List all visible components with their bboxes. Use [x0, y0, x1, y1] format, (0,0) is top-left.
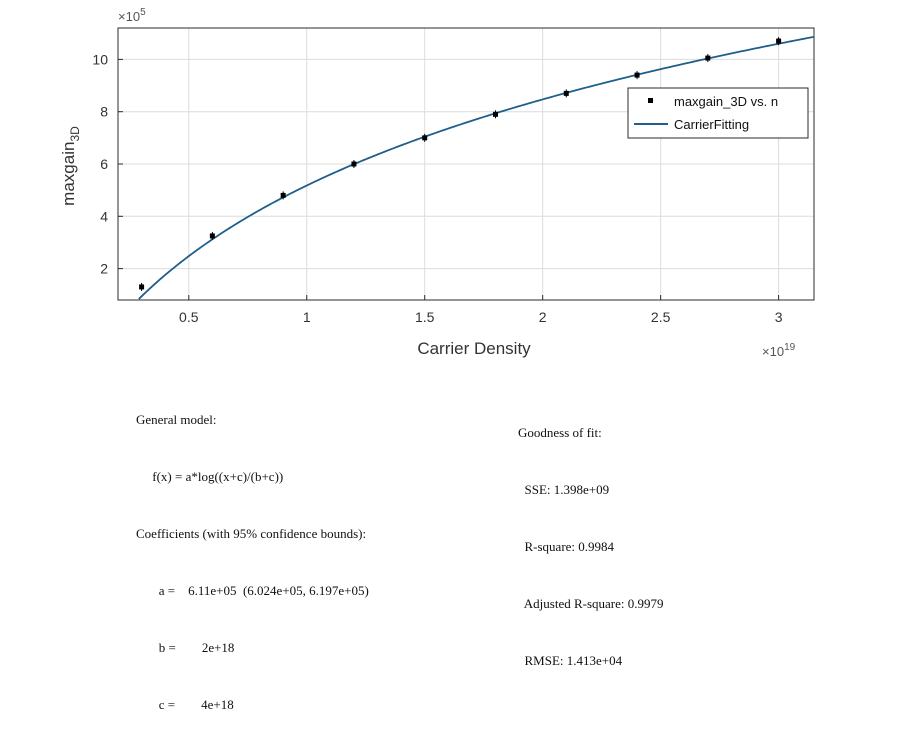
goodness-line: R-square: 0.9984 [518, 539, 615, 554]
y-axis-label-main: maxgain [59, 142, 78, 206]
x-tick-label: 1 [303, 309, 311, 325]
legend-label-line: CarrierFitting [674, 117, 749, 132]
legend-box [627, 87, 809, 139]
y-tick-label: 10 [92, 51, 108, 67]
y-tick-label: 4 [100, 208, 108, 224]
fit-chart: 0.5 1 1.5 2 2.5 3 2 4 6 8 10 Carrier Density maxga… [59, 7, 815, 359]
goodness-line: Adjusted R-square: 0.9979 [518, 596, 664, 611]
y-axis-label: maxgain3D [59, 126, 82, 206]
x-tick-label: 0.5 [179, 309, 199, 325]
fit-model-line: c = 4e+18 [136, 697, 234, 712]
y-exponent-label: ×105 [118, 7, 146, 24]
grid [118, 28, 814, 300]
legend: maxgain_3D vs. n CarrierFitting [627, 87, 809, 139]
goodness-line: RMSE: 1.413e+04 [518, 653, 623, 668]
fit-model-notes: General model: f(x) = a*log((x+c)/(b+c))… [136, 372, 369, 733]
fit-model-line: f(x) = a*log((x+c)/(b+c)) [136, 469, 284, 484]
x-axis-label: Carrier Density [417, 339, 531, 358]
y-tick-label: 6 [100, 156, 108, 172]
fit-curve [138, 35, 815, 300]
fit-model-line: a = 6.11e+05 (6.024e+05, 6.197e+05) [136, 583, 369, 598]
fit-model-line: General model: [136, 412, 217, 427]
x-tick-label: 2.5 [651, 309, 671, 325]
y-axis-label-sub: 3D [68, 126, 82, 142]
x-tick-label: 2 [539, 309, 547, 325]
x-exponent-label: ×1019 [762, 342, 796, 359]
legend-label-points: maxgain_3D vs. n [674, 94, 778, 109]
series-layer [138, 35, 815, 300]
fit-model-line: Coefficients (with 95% confidence bounds… [136, 526, 367, 541]
x-exponent-power: 19 [784, 342, 796, 353]
goodness-line: SSE: 1.398e+09 [518, 482, 610, 497]
goodness-of-fit-notes: Goodness of fit: SSE: 1.398e+09 R-square… [518, 385, 664, 689]
goodness-line: Goodness of fit: [518, 425, 602, 440]
x-tick-label: 1.5 [415, 309, 435, 325]
y-tick-label: 2 [100, 261, 108, 277]
legend-marker-points [648, 98, 653, 103]
y-exponent-power: 5 [140, 7, 146, 18]
axis-ticks: 0.5 1 1.5 2 2.5 3 2 4 6 8 10 [92, 51, 782, 325]
y-tick-label: 8 [100, 104, 108, 120]
x-tick-label: 3 [775, 309, 783, 325]
x-exponent-base: ×10 [762, 344, 784, 359]
fit-model-line: b = 2e+18 [136, 640, 235, 655]
y-exponent-base: ×10 [118, 9, 140, 24]
